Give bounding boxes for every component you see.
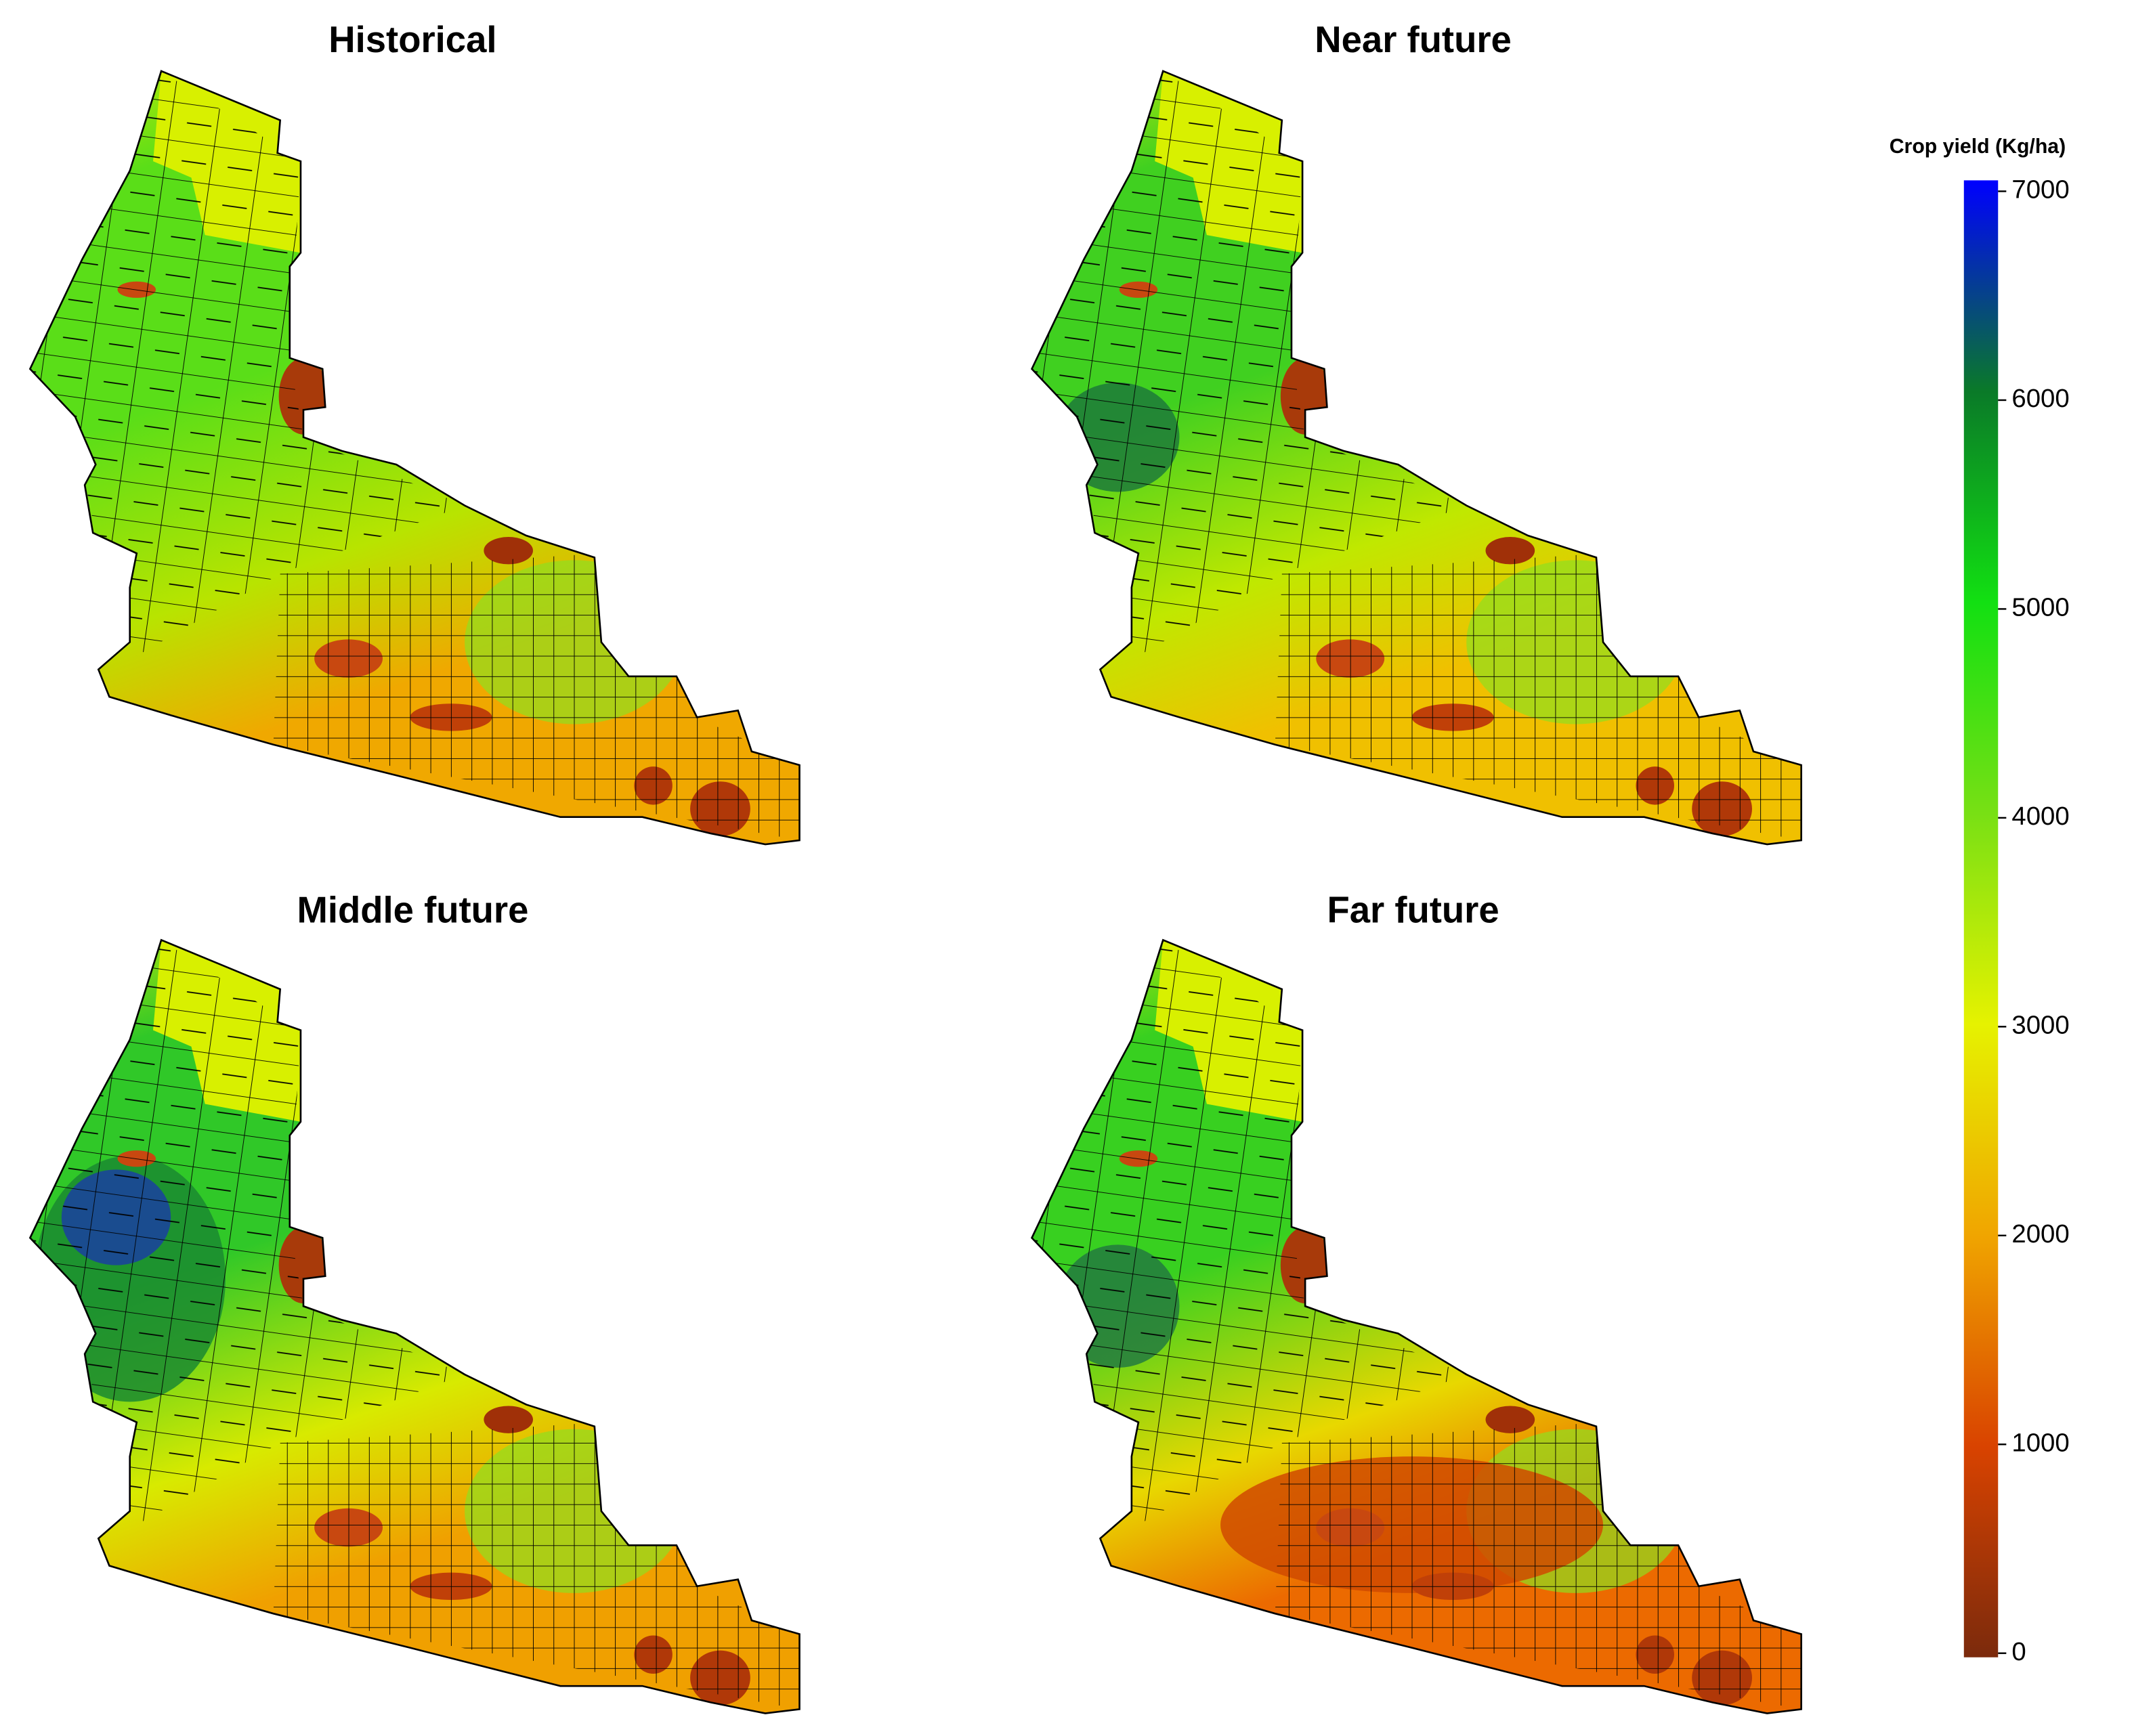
map-outline: [28, 70, 801, 846]
county-lines: [30, 70, 465, 656]
colorbar-tick-label: 4000: [2011, 802, 2069, 831]
colorbar-tick-label: 2000: [2011, 1219, 2069, 1249]
colorbar: [1963, 180, 1999, 1657]
colorbar-tick-label: 0: [2011, 1637, 2026, 1666]
colorbar-tick-label: 7000: [2011, 175, 2069, 204]
colorbar-tick-label: 3000: [2011, 1010, 2069, 1039]
county-lines: [273, 1422, 800, 1710]
map-panel: [1030, 938, 1802, 1714]
panel-title: Middle future: [297, 889, 528, 930]
region: [1485, 537, 1535, 565]
map-outline: [28, 938, 801, 1714]
map-outline: [1030, 938, 1802, 1714]
colorbar-tick-label: 1000: [2011, 1428, 2069, 1457]
county-lines: [30, 940, 465, 1525]
county-lines: [1275, 553, 1801, 841]
colorbar-tick-label: 6000: [2011, 384, 2069, 413]
colorbar-tick-label: 5000: [2011, 593, 2069, 622]
map-panel: [28, 938, 801, 1714]
county-lines: [1275, 1422, 1801, 1710]
county-lines: [1031, 70, 1467, 656]
panel-title: Near future: [1315, 19, 1512, 60]
region: [484, 1406, 534, 1433]
region: [484, 537, 534, 565]
map-outline: [1030, 70, 1802, 846]
panel-title: Far future: [1327, 889, 1499, 930]
panel-title: Historical: [328, 19, 496, 60]
map-panel: [28, 70, 801, 846]
colorbar-title: Crop yield (Kg/ha): [1890, 135, 2066, 158]
map-panel: [1030, 70, 1802, 846]
region: [1485, 1406, 1535, 1433]
county-lines: [1031, 940, 1467, 1525]
